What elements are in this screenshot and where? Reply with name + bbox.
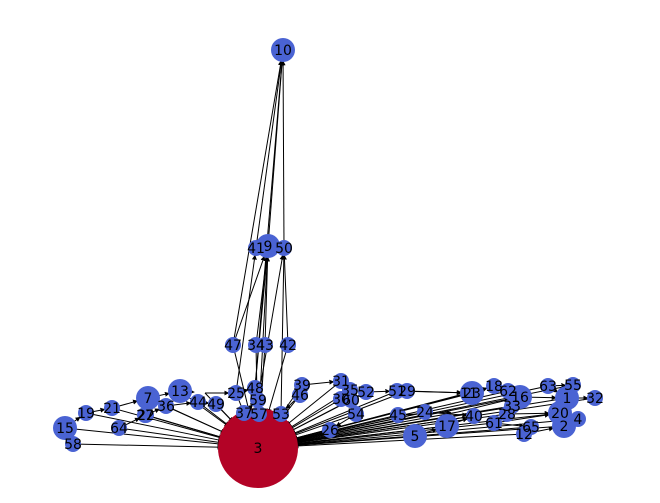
node-label-36: 36 bbox=[157, 399, 175, 415]
edge-25-41 bbox=[236, 255, 255, 393]
node-label-59: 59 bbox=[249, 393, 267, 409]
node-label-58: 58 bbox=[64, 437, 82, 453]
node-label-61: 61 bbox=[485, 416, 503, 432]
node-label-33: 33 bbox=[503, 399, 521, 415]
edge-50-10 bbox=[283, 61, 284, 248]
node-label-57: 57 bbox=[250, 407, 268, 423]
node-label-53: 53 bbox=[272, 407, 290, 423]
edge-58-3 bbox=[73, 444, 222, 447]
node-label-46: 46 bbox=[291, 388, 309, 404]
node-label-42: 42 bbox=[279, 338, 297, 354]
node-label-19: 19 bbox=[77, 406, 95, 422]
node-label-25: 25 bbox=[227, 386, 245, 402]
edge-59-50 bbox=[258, 255, 283, 400]
node-label-63: 63 bbox=[539, 379, 557, 395]
edge-42-50 bbox=[284, 255, 288, 345]
node-label-65: 65 bbox=[522, 420, 540, 436]
node-label-10: 10 bbox=[274, 43, 292, 59]
node-label-60: 60 bbox=[342, 393, 360, 409]
node-label-20: 20 bbox=[551, 406, 569, 422]
node-label-17: 17 bbox=[438, 419, 456, 435]
node-label-43: 43 bbox=[256, 338, 274, 354]
node-label-3: 3 bbox=[254, 441, 263, 457]
node-label-47: 47 bbox=[224, 338, 242, 354]
node-label-21: 21 bbox=[103, 401, 121, 417]
node-label-32: 32 bbox=[586, 391, 604, 407]
node-label-62: 62 bbox=[499, 384, 517, 400]
node-label-64: 64 bbox=[110, 421, 128, 437]
node-label-26: 26 bbox=[321, 423, 339, 439]
node-label-50: 50 bbox=[275, 241, 293, 257]
node-label-44: 44 bbox=[189, 395, 207, 411]
node-label-55: 55 bbox=[564, 378, 582, 394]
edge-47-10 bbox=[233, 61, 281, 345]
node-label-49: 49 bbox=[207, 397, 225, 413]
node-label-13: 13 bbox=[171, 384, 189, 400]
node-label-23: 23 bbox=[463, 386, 481, 402]
node-label-41: 41 bbox=[247, 241, 265, 257]
edge-53-50 bbox=[281, 255, 284, 414]
node-label-7: 7 bbox=[144, 391, 153, 407]
node-label-54: 54 bbox=[347, 407, 365, 423]
node-label-45: 45 bbox=[389, 408, 407, 424]
node-label-51: 51 bbox=[388, 384, 406, 400]
node-label-15: 15 bbox=[56, 421, 74, 437]
node-label-5: 5 bbox=[411, 429, 420, 445]
node-label-27: 27 bbox=[136, 408, 154, 424]
edge-42-3 bbox=[268, 345, 288, 413]
node-label-40: 40 bbox=[465, 409, 483, 425]
node-label-24: 24 bbox=[416, 405, 434, 421]
node-label-4: 4 bbox=[574, 412, 583, 428]
